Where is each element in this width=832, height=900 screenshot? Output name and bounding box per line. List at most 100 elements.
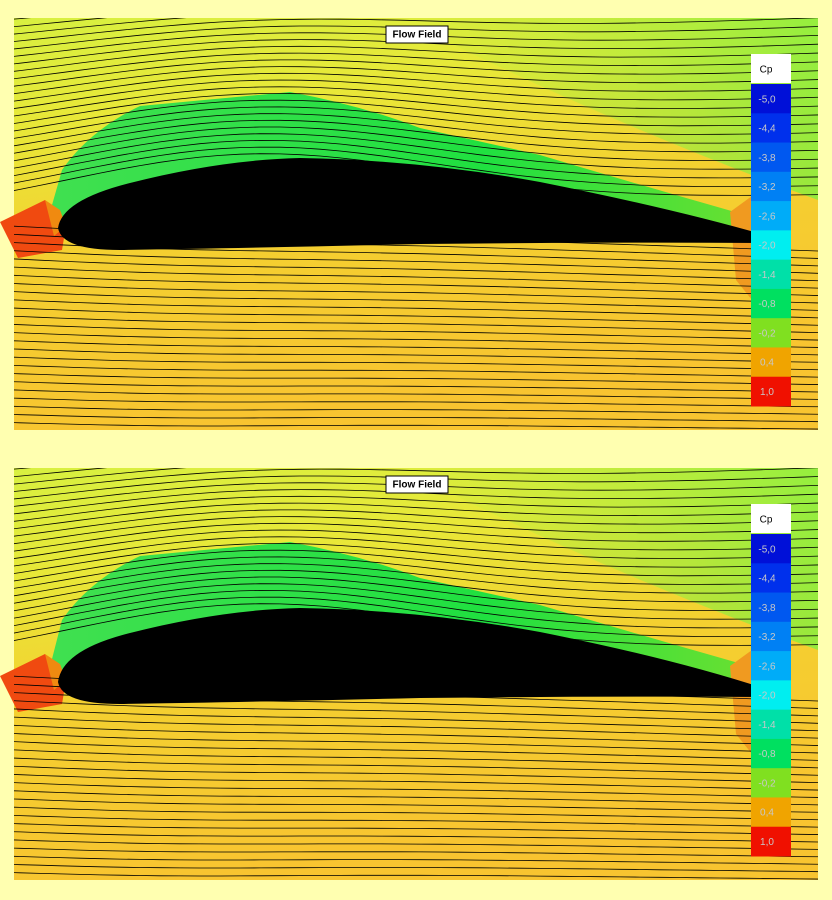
legend-label: -0,8 xyxy=(758,299,776,310)
streamline xyxy=(14,596,818,637)
streamline xyxy=(14,315,818,334)
streamline xyxy=(14,864,818,873)
legend-label: -3,2 xyxy=(758,182,776,193)
legend-swatch xyxy=(751,113,791,144)
streamline xyxy=(0,432,820,463)
legend-label: -2,0 xyxy=(758,241,776,252)
legend-header xyxy=(751,54,791,83)
streamline xyxy=(14,258,818,282)
field-tint xyxy=(400,468,818,650)
streamline xyxy=(14,397,818,408)
legend-label: -2,6 xyxy=(758,211,776,222)
streamline xyxy=(14,99,818,132)
streamline xyxy=(14,18,818,42)
streamlines xyxy=(0,432,820,894)
streamline xyxy=(14,855,818,865)
streamline xyxy=(14,119,818,154)
streamline xyxy=(14,549,818,582)
streamline xyxy=(14,307,818,326)
streamline xyxy=(14,569,818,604)
legend-swatch xyxy=(751,768,791,798)
legend-label: 1,0 xyxy=(760,387,774,398)
streamline xyxy=(14,774,818,791)
streamline xyxy=(14,283,818,304)
streamline xyxy=(14,529,818,559)
streamline xyxy=(14,583,818,620)
legend-swatch xyxy=(751,621,791,652)
legend-label: -0,8 xyxy=(758,749,776,760)
streamline xyxy=(14,72,818,102)
streamline xyxy=(0,439,820,444)
legend-swatch xyxy=(751,797,791,828)
legend-label: -3,8 xyxy=(758,603,776,614)
legend-label: 1,0 xyxy=(760,837,774,848)
legend-label: -1,4 xyxy=(758,270,776,281)
legend-swatch xyxy=(751,563,791,594)
streamline xyxy=(14,872,818,880)
streamline xyxy=(14,146,818,187)
streamline xyxy=(14,373,818,385)
streamline xyxy=(14,522,818,552)
streamline xyxy=(14,66,818,95)
streamline xyxy=(0,889,820,894)
streamline xyxy=(14,250,818,274)
streamline xyxy=(0,447,820,451)
streamline xyxy=(14,139,818,179)
legend-swatch xyxy=(751,288,791,319)
streamline xyxy=(14,576,818,612)
streamline xyxy=(14,18,187,35)
legend-label: -4,4 xyxy=(758,124,776,135)
streamline xyxy=(14,389,818,400)
streamline xyxy=(14,757,818,776)
streamline xyxy=(14,324,818,341)
streamline xyxy=(14,332,818,348)
streamline xyxy=(14,831,818,843)
legend-label: -2,0 xyxy=(758,691,776,702)
streamline xyxy=(14,291,818,311)
streamline xyxy=(14,790,818,806)
streamline xyxy=(14,126,818,162)
streamline xyxy=(14,556,818,589)
streamline xyxy=(14,536,818,567)
streamline xyxy=(14,422,818,430)
streamline xyxy=(14,724,818,746)
streamline xyxy=(14,86,818,117)
trailing-region xyxy=(730,196,752,300)
streamline xyxy=(14,468,818,492)
legend-label: -1,4 xyxy=(758,720,776,731)
streamline xyxy=(0,0,820,5)
streamline xyxy=(14,806,818,821)
streamline xyxy=(14,405,818,415)
flow-panel: Flow Field Cp -5,0 -4,4 -3,8 -3,2 -2,6 -2,0 -1,4… xyxy=(0,432,820,894)
streamline xyxy=(14,839,818,850)
field-tint xyxy=(400,18,818,200)
streamline xyxy=(14,364,818,378)
legend-label: 0,4 xyxy=(760,808,774,819)
legend-swatch xyxy=(751,534,791,564)
legend-title: Cp xyxy=(760,65,773,76)
legend-swatch xyxy=(751,376,791,407)
streamline xyxy=(14,716,818,739)
legend-label: -5,0 xyxy=(758,544,776,555)
streamline xyxy=(14,79,818,109)
legend-label: -4,4 xyxy=(758,574,776,585)
streamline xyxy=(14,113,818,147)
legend-swatch xyxy=(751,347,791,378)
legend-swatch xyxy=(751,201,791,231)
title-box xyxy=(385,475,449,494)
legend-swatch xyxy=(751,230,791,261)
airfoil xyxy=(58,158,775,250)
streamline xyxy=(14,59,818,87)
legend-label: -3,2 xyxy=(758,632,776,643)
legend-swatch xyxy=(751,592,791,623)
streamline xyxy=(14,468,187,485)
streamline xyxy=(14,782,818,798)
legend-header xyxy=(751,504,791,533)
legend-swatch xyxy=(751,142,791,173)
streamline xyxy=(14,468,32,470)
legend-label: -5,0 xyxy=(758,94,776,105)
streamline xyxy=(14,18,32,20)
legend-swatch xyxy=(751,738,791,769)
